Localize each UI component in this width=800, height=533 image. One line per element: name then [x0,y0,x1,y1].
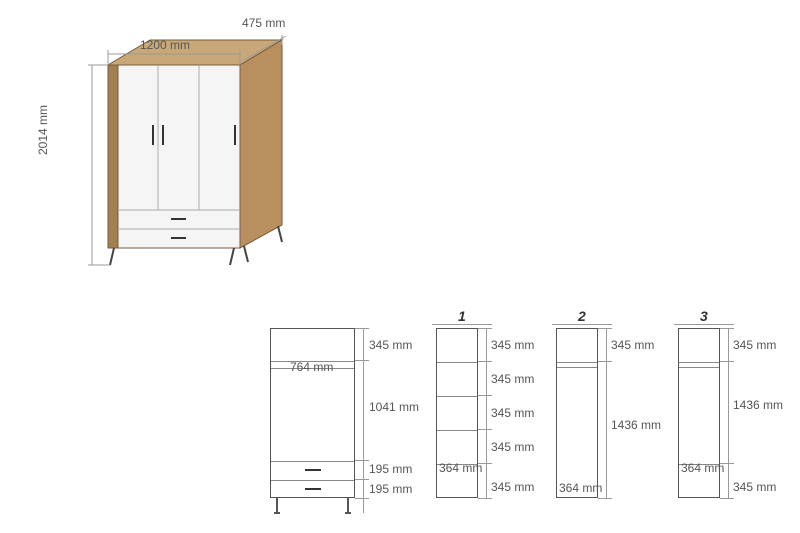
dim-s3-top: 345 mm [733,338,776,352]
section-2-label: 2 [578,308,586,324]
dim-s3-hanging: 1436 mm [733,398,783,412]
dim-s2-width: 364 mm [559,481,602,495]
dim-s1-r3: 345 mm [491,406,534,420]
front-main-panel [270,328,355,498]
dim-front-drawer1: 195 mm [369,462,412,476]
iso-wardrobe [38,10,358,300]
dim-s3-width: 364 mm [681,461,724,475]
section-1-label: 1 [458,308,466,324]
dim-s2-hanging: 1436 mm [611,418,661,432]
dim-front-top: 345 mm [369,338,412,352]
dim-s3-bottom: 345 mm [733,480,776,494]
dim-s1-width: 364 mm [439,461,482,475]
dim-s1-r1: 345 mm [491,338,534,352]
section-3-label: 3 [700,308,708,324]
dim-s1-r2: 345 mm [491,372,534,386]
dim-s1-r5: 345 mm [491,480,534,494]
dim-front-hanging: 1041 mm [369,400,419,414]
dim-iso-width: 1200 mm [140,38,190,52]
dim-front-drawer2: 195 mm [369,482,412,496]
section-2-panel [556,328,598,498]
dim-s1-r4: 345 mm [491,440,534,454]
dim-iso-height: 2014 mm [36,105,50,155]
dim-s2-top: 345 mm [611,338,654,352]
dim-front-width: 764 mm [290,360,333,374]
dim-iso-depth: 475 mm [242,16,285,30]
